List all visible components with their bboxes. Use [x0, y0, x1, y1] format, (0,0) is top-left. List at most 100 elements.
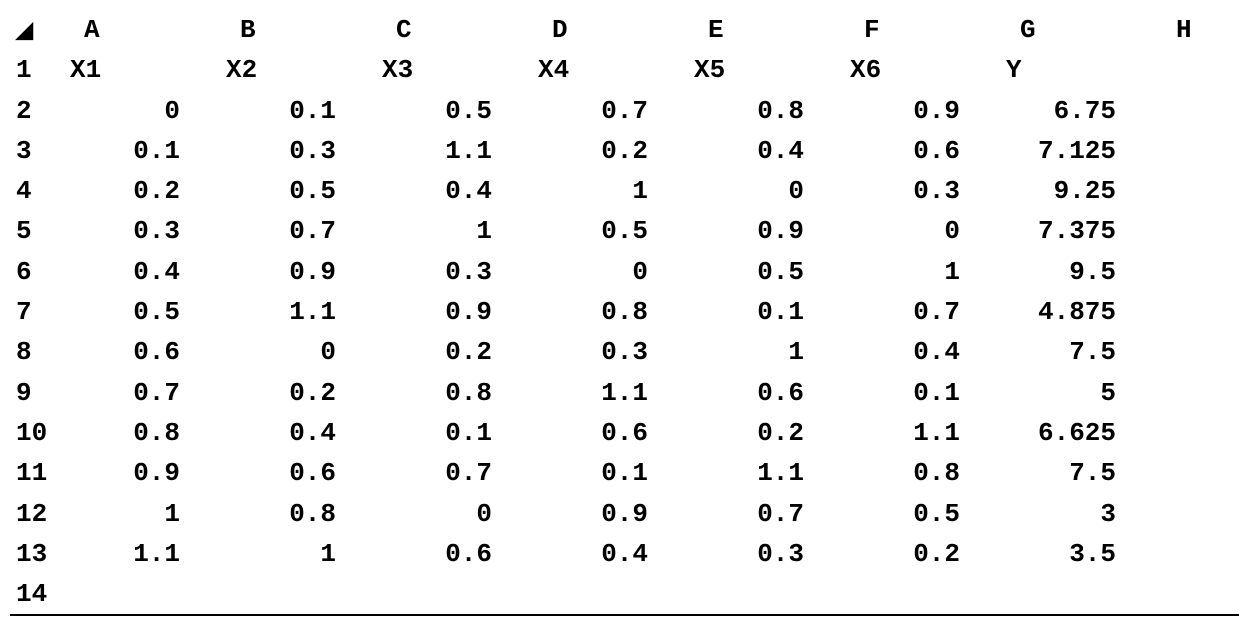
cell-c3[interactable]: 1.1 — [376, 131, 532, 171]
cell-c6[interactable]: 0.3 — [376, 252, 532, 292]
column-header-f[interactable]: F — [844, 10, 1000, 50]
select-all-corner[interactable]: ◢ — [10, 10, 64, 50]
cell-c13[interactable]: 0.6 — [376, 534, 532, 574]
cell-b4[interactable]: 0.5 — [220, 171, 376, 211]
cell-g6[interactable]: 9.5 — [1000, 252, 1156, 292]
cell-b7[interactable]: 1.1 — [220, 292, 376, 332]
cell-a11[interactable]: 0.9 — [64, 453, 220, 493]
cell-b2[interactable]: 0.1 — [220, 91, 376, 131]
cell-e12[interactable]: 0.7 — [688, 494, 844, 534]
cell-d9[interactable]: 1.1 — [532, 373, 688, 413]
cell-c11[interactable]: 0.7 — [376, 453, 532, 493]
cell-f1[interactable]: X6 — [844, 50, 1000, 90]
cell-e2[interactable]: 0.8 — [688, 91, 844, 131]
cell-a9[interactable]: 0.7 — [64, 373, 220, 413]
cell-a2[interactable]: 0 — [64, 91, 220, 131]
cell-h13[interactable] — [1156, 534, 1239, 574]
cell-g8[interactable]: 7.5 — [1000, 332, 1156, 372]
cell-b10[interactable]: 0.4 — [220, 413, 376, 453]
cell-b3[interactable]: 0.3 — [220, 131, 376, 171]
column-header-e[interactable]: E — [688, 10, 844, 50]
column-header-h[interactable]: H — [1156, 10, 1239, 50]
cell-d10[interactable]: 0.6 — [532, 413, 688, 453]
cell-a10[interactable]: 0.8 — [64, 413, 220, 453]
cell-h4[interactable] — [1156, 171, 1239, 211]
cell-f13[interactable]: 0.2 — [844, 534, 1000, 574]
cell-a7[interactable]: 0.5 — [64, 292, 220, 332]
cell-a8[interactable]: 0.6 — [64, 332, 220, 372]
cell-g3[interactable]: 7.125 — [1000, 131, 1156, 171]
cell-f2[interactable]: 0.9 — [844, 91, 1000, 131]
cell-b13[interactable]: 1 — [220, 534, 376, 574]
cell-h3[interactable] — [1156, 131, 1239, 171]
cell-f12[interactable]: 0.5 — [844, 494, 1000, 534]
cell-c14[interactable] — [376, 574, 532, 615]
cell-a3[interactable]: 0.1 — [64, 131, 220, 171]
cell-g11[interactable]: 7.5 — [1000, 453, 1156, 493]
cell-b14[interactable] — [220, 574, 376, 615]
row-header-13[interactable]: 13 — [10, 534, 64, 574]
cell-c10[interactable]: 0.1 — [376, 413, 532, 453]
cell-h1[interactable] — [1156, 50, 1239, 90]
cell-g2[interactable]: 6.75 — [1000, 91, 1156, 131]
cell-f4[interactable]: 0.3 — [844, 171, 1000, 211]
cell-f8[interactable]: 0.4 — [844, 332, 1000, 372]
cell-b8[interactable]: 0 — [220, 332, 376, 372]
row-header-12[interactable]: 12 — [10, 494, 64, 534]
row-header-1[interactable]: 1 — [10, 50, 64, 90]
cell-e3[interactable]: 0.4 — [688, 131, 844, 171]
cell-h8[interactable] — [1156, 332, 1239, 372]
row-header-8[interactable]: 8 — [10, 332, 64, 372]
cell-d6[interactable]: 0 — [532, 252, 688, 292]
column-header-b[interactable]: B — [220, 10, 376, 50]
cell-h11[interactable] — [1156, 453, 1239, 493]
cell-e8[interactable]: 1 — [688, 332, 844, 372]
row-header-14[interactable]: 14 — [10, 574, 64, 615]
row-header-9[interactable]: 9 — [10, 373, 64, 413]
cell-d14[interactable] — [532, 574, 688, 615]
row-header-6[interactable]: 6 — [10, 252, 64, 292]
cell-f9[interactable]: 0.1 — [844, 373, 1000, 413]
cell-d11[interactable]: 0.1 — [532, 453, 688, 493]
cell-d13[interactable]: 0.4 — [532, 534, 688, 574]
cell-b11[interactable]: 0.6 — [220, 453, 376, 493]
cell-c5[interactable]: 1 — [376, 211, 532, 251]
cell-h7[interactable] — [1156, 292, 1239, 332]
cell-d4[interactable]: 1 — [532, 171, 688, 211]
cell-e5[interactable]: 0.9 — [688, 211, 844, 251]
column-header-c[interactable]: C — [376, 10, 532, 50]
cell-a5[interactable]: 0.3 — [64, 211, 220, 251]
cell-c9[interactable]: 0.8 — [376, 373, 532, 413]
cell-f11[interactable]: 0.8 — [844, 453, 1000, 493]
cell-b1[interactable]: X2 — [220, 50, 376, 90]
cell-e1[interactable]: X5 — [688, 50, 844, 90]
cell-h5[interactable] — [1156, 211, 1239, 251]
cell-c4[interactable]: 0.4 — [376, 171, 532, 211]
cell-a13[interactable]: 1.1 — [64, 534, 220, 574]
cell-e14[interactable] — [688, 574, 844, 615]
cell-g14[interactable] — [1000, 574, 1156, 615]
cell-g9[interactable]: 5 — [1000, 373, 1156, 413]
cell-c12[interactable]: 0 — [376, 494, 532, 534]
cell-g12[interactable]: 3 — [1000, 494, 1156, 534]
cell-f7[interactable]: 0.7 — [844, 292, 1000, 332]
cell-b5[interactable]: 0.7 — [220, 211, 376, 251]
cell-e11[interactable]: 1.1 — [688, 453, 844, 493]
cell-g1[interactable]: Y — [1000, 50, 1156, 90]
cell-h12[interactable] — [1156, 494, 1239, 534]
cell-d12[interactable]: 0.9 — [532, 494, 688, 534]
row-header-11[interactable]: 11 — [10, 453, 64, 493]
cell-e13[interactable]: 0.3 — [688, 534, 844, 574]
row-header-3[interactable]: 3 — [10, 131, 64, 171]
cell-e10[interactable]: 0.2 — [688, 413, 844, 453]
cell-e7[interactable]: 0.1 — [688, 292, 844, 332]
cell-g4[interactable]: 9.25 — [1000, 171, 1156, 211]
cell-f10[interactable]: 1.1 — [844, 413, 1000, 453]
cell-g10[interactable]: 6.625 — [1000, 413, 1156, 453]
spreadsheet-grid[interactable]: ◢ABCDEFGH1X1X2X3X4X5X6Y200.10.50.70.80.9… — [10, 10, 1239, 616]
cell-e4[interactable]: 0 — [688, 171, 844, 211]
cell-h2[interactable] — [1156, 91, 1239, 131]
row-header-7[interactable]: 7 — [10, 292, 64, 332]
column-header-g[interactable]: G — [1000, 10, 1156, 50]
cell-h6[interactable] — [1156, 252, 1239, 292]
